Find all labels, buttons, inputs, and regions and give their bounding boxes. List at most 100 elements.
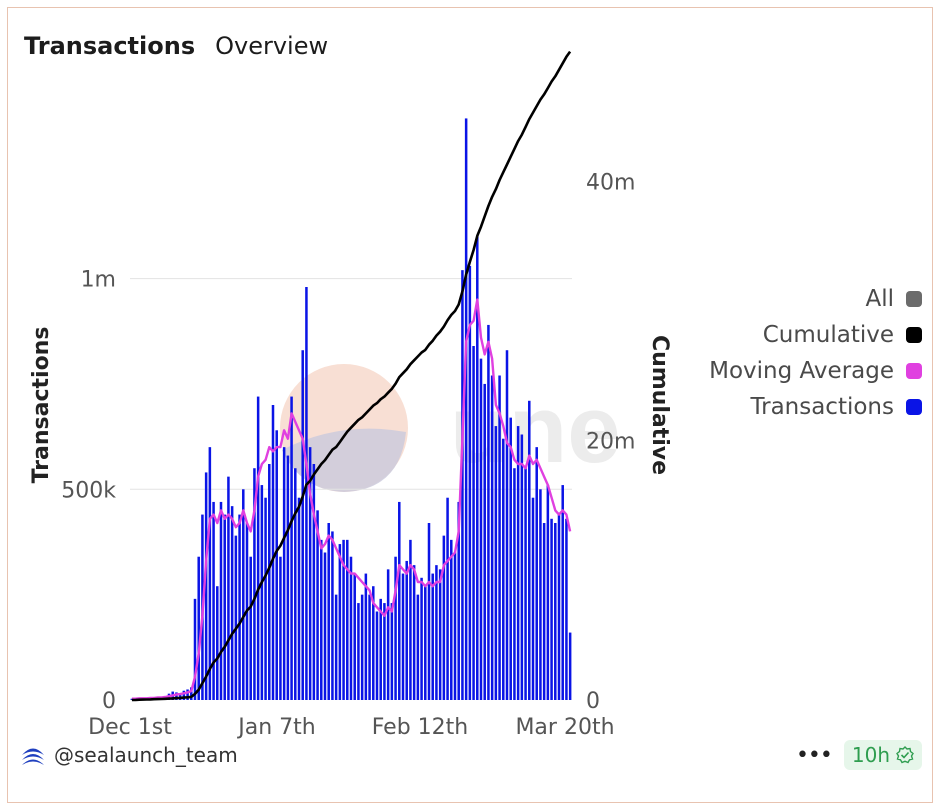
legend-label: All bbox=[865, 286, 894, 312]
legend-item-cumulative[interactable]: Cumulative bbox=[763, 322, 922, 348]
bar bbox=[264, 497, 267, 700]
bar bbox=[550, 518, 553, 700]
bar bbox=[394, 556, 397, 700]
bar bbox=[331, 531, 334, 700]
bar bbox=[424, 586, 427, 700]
bar bbox=[509, 417, 512, 700]
chart-header: Transactions Overview bbox=[24, 32, 328, 60]
legend-swatch bbox=[906, 363, 922, 379]
series-line bbox=[131, 298, 572, 700]
legend-item-all[interactable]: All bbox=[865, 286, 922, 312]
bar bbox=[338, 544, 342, 700]
bar bbox=[327, 523, 330, 700]
bar bbox=[372, 586, 375, 700]
legend-label: Transactions bbox=[750, 394, 894, 420]
bar bbox=[398, 501, 401, 700]
bar bbox=[412, 565, 416, 700]
bar bbox=[286, 455, 290, 700]
bar bbox=[379, 598, 382, 700]
legend: All Cumulative Moving Average Transactio… bbox=[709, 286, 922, 420]
bar bbox=[275, 430, 278, 700]
bar bbox=[294, 468, 297, 700]
bar bbox=[216, 586, 219, 700]
bar bbox=[565, 518, 568, 700]
legend-swatch bbox=[906, 327, 922, 343]
bar bbox=[130, 698, 134, 700]
bar bbox=[223, 514, 226, 700]
bar bbox=[520, 434, 524, 700]
bar bbox=[494, 426, 498, 700]
bar bbox=[490, 375, 494, 700]
x-tick-label: Jan 7th bbox=[236, 715, 315, 740]
bar bbox=[238, 514, 241, 700]
bar bbox=[409, 539, 412, 700]
bar bbox=[234, 535, 238, 700]
bar bbox=[182, 690, 186, 700]
bar bbox=[457, 501, 460, 700]
series-line bbox=[131, 50, 572, 702]
x-tick-label: Feb 12th bbox=[372, 715, 469, 740]
legend-label: Cumulative bbox=[762, 322, 894, 348]
bar bbox=[431, 573, 434, 700]
bar bbox=[308, 447, 312, 700]
bar bbox=[554, 523, 557, 700]
x-tick-label: Mar 20th bbox=[515, 715, 614, 740]
y2-tick-label: 0 bbox=[586, 689, 600, 714]
bar bbox=[208, 447, 212, 700]
bar bbox=[212, 501, 215, 700]
bar bbox=[271, 405, 275, 700]
y-tick-label: 500k bbox=[61, 478, 116, 503]
bar bbox=[193, 598, 197, 700]
bar bbox=[561, 485, 564, 700]
bar bbox=[301, 350, 304, 700]
bar bbox=[416, 594, 420, 700]
bar bbox=[260, 485, 264, 700]
bar bbox=[323, 552, 327, 700]
bar bbox=[353, 573, 356, 700]
bar bbox=[242, 489, 245, 700]
bar bbox=[450, 539, 453, 700]
author-name: @sealaunch_team bbox=[54, 743, 238, 767]
bar bbox=[502, 438, 505, 700]
bar bbox=[483, 383, 486, 700]
bar bbox=[297, 497, 301, 700]
bar bbox=[453, 552, 457, 700]
y-tick-label: 1m bbox=[81, 268, 116, 293]
bar bbox=[249, 556, 252, 700]
bar bbox=[528, 400, 531, 700]
bar bbox=[290, 396, 293, 700]
bar bbox=[316, 510, 319, 700]
bar bbox=[227, 476, 230, 700]
bar bbox=[282, 447, 286, 700]
bar bbox=[446, 497, 449, 700]
bar bbox=[427, 523, 431, 700]
bar bbox=[468, 265, 472, 700]
bar bbox=[539, 489, 542, 700]
bar bbox=[230, 506, 234, 700]
legend-item-moving-average[interactable]: Moving Average bbox=[709, 358, 922, 384]
bar bbox=[442, 535, 446, 700]
bar bbox=[568, 632, 572, 700]
more-options-icon[interactable]: ••• bbox=[795, 742, 833, 768]
bar bbox=[364, 573, 368, 700]
bar bbox=[219, 501, 223, 700]
legend-swatch bbox=[906, 291, 922, 307]
legend-item-transactions[interactable]: Transactions bbox=[750, 394, 922, 420]
bar bbox=[346, 539, 349, 700]
y-axis-title: Transactions bbox=[29, 327, 54, 484]
chart-title: Transactions bbox=[24, 32, 196, 60]
bar bbox=[546, 485, 550, 700]
bar bbox=[472, 346, 475, 700]
y2-tick-label: 40m bbox=[586, 170, 635, 195]
legend-label: Moving Average bbox=[709, 358, 894, 384]
bar bbox=[279, 556, 282, 700]
bar bbox=[513, 468, 516, 700]
sealaunch-logo-icon bbox=[22, 748, 44, 765]
bar bbox=[435, 565, 438, 700]
author-link[interactable]: @sealaunch_team bbox=[20, 742, 238, 768]
bar bbox=[557, 514, 561, 700]
refresh-status-badge[interactable]: 10h bbox=[843, 740, 922, 770]
bar bbox=[524, 468, 527, 700]
bar bbox=[253, 468, 256, 700]
